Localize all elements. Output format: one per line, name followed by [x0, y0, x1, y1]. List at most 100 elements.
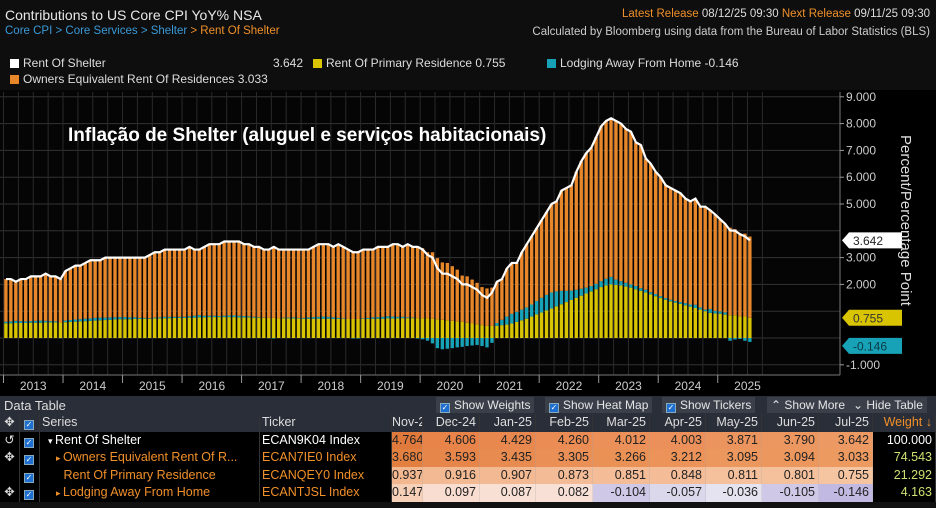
table-row[interactable]: ✥ ✓ ▸ Owners Equivalent Rent Of R... ECAN7I… — [0, 449, 936, 467]
heatmap-cell: 4.012 — [593, 431, 650, 449]
bar-oer — [718, 219, 722, 312]
breadcrumb-shelter[interactable]: Shelter — [150, 25, 188, 37]
bar-lodging — [286, 317, 291, 319]
expand-icon[interactable]: ▸ — [56, 453, 64, 463]
bar-lodging — [78, 319, 82, 322]
move-icon[interactable]: ✥ — [0, 484, 20, 502]
bar-rent-primary — [430, 318, 435, 338]
move-icon[interactable]: ✥ — [0, 449, 20, 467]
move-icon[interactable]: ✥ — [0, 414, 20, 432]
bar-rent-primary — [93, 320, 97, 338]
bar-oer — [192, 249, 197, 316]
bar-lodging — [485, 338, 489, 348]
row-checkbox[interactable]: ✓ — [20, 484, 40, 502]
breadcrumb-core-services[interactable]: Core Services — [65, 25, 138, 37]
x-tick-label: 2020 — [437, 379, 464, 393]
bar-oer — [520, 252, 524, 310]
column-header-month[interactable]: May-25 — [706, 414, 762, 432]
show-more-button[interactable]: ⌃ Show More — [767, 397, 850, 413]
row-checkbox[interactable]: ✓ — [20, 431, 40, 449]
column-header-month[interactable]: Jul-25 — [819, 414, 873, 432]
select-all-checkbox[interactable]: ✓ — [20, 414, 40, 432]
bar-lodging — [212, 315, 216, 318]
series-name[interactable]: ▾ Rent Of Shelter — [40, 431, 260, 449]
column-header-month[interactable]: Apr-25 — [650, 414, 706, 432]
bar-rent-primary — [237, 317, 241, 338]
breadcrumb-core-cpi[interactable]: Core CPI — [5, 25, 53, 37]
x-tick-label: 2018 — [318, 379, 345, 393]
bar-lodging — [470, 338, 474, 346]
row-checkbox[interactable]: ✓ — [20, 466, 40, 484]
column-header-month[interactable]: Nov-24 — [392, 414, 423, 432]
column-header-series[interactable]: Series — [40, 414, 260, 432]
bar-rent-primary — [123, 319, 127, 338]
bar-lodging — [148, 318, 152, 319]
hide-table-button[interactable]: ⌄ Hide Table — [849, 397, 927, 413]
bar-oer — [167, 249, 172, 317]
bar-rent-primary — [415, 318, 420, 338]
series-label: Rent Of Shelter — [55, 432, 142, 447]
bar-rent-primary — [381, 318, 385, 338]
series-name[interactable]: ▸ Lodging Away From Home — [40, 484, 260, 502]
bar-oer — [341, 246, 345, 319]
checkbox-icon: ✓ — [549, 403, 559, 413]
series-name[interactable]: ▸ Owners Equivalent Rent Of R... — [40, 449, 260, 467]
column-header-ticker[interactable]: Ticker — [260, 414, 392, 432]
bar-rent-primary — [267, 317, 271, 338]
bar-oer — [78, 265, 82, 320]
bar-lodging — [629, 284, 633, 288]
legend-lodging[interactable]: Lodging Away From Home -0.146 — [547, 56, 739, 70]
undo-icon[interactable]: ↺ — [0, 431, 20, 449]
bar-rent-primary — [148, 318, 152, 338]
table-row[interactable]: ✥ ✓ ▸ Lodging Away From Home ECANTJSL Index… — [0, 484, 936, 502]
bar-lodging — [162, 316, 167, 319]
column-header-month[interactable]: Jan-25 — [480, 414, 536, 432]
bar-lodging — [222, 315, 226, 318]
expand-icon[interactable]: ▾ — [48, 435, 56, 446]
bar-rent-primary — [9, 323, 13, 338]
bar-lodging — [529, 304, 534, 317]
show-tickers-toggle[interactable]: ✓ Show Tickers — [662, 397, 756, 413]
weight-value: 21.292 — [873, 466, 936, 484]
bar-rent-primary — [698, 309, 702, 338]
heatmap-cell: 4.606 — [423, 431, 480, 449]
heatmap-cell: -0.105 — [762, 484, 819, 502]
bar-lodging — [138, 317, 142, 319]
bar-oer — [33, 276, 38, 321]
table-row[interactable]: ↺ ✓ ▾ Rent Of Shelter ECAN9K04 Index 4.764 4.… — [0, 431, 936, 449]
column-header-month[interactable]: Mar-25 — [593, 414, 650, 432]
bar-lodging — [376, 317, 380, 319]
bar-rent-primary — [24, 322, 28, 338]
bar-oer — [321, 244, 325, 317]
column-header-weight[interactable]: Weight ↓ — [873, 414, 936, 432]
heatmap-cell: 0.873 — [536, 466, 593, 484]
expand-icon[interactable]: ▸ — [56, 488, 64, 498]
bar-oer — [688, 201, 693, 305]
x-tick-label: 2017 — [258, 379, 285, 393]
bar-lodging — [237, 315, 241, 318]
column-header-month[interactable]: Jun-25 — [762, 414, 819, 432]
weight-value: 100.000 — [873, 431, 936, 449]
bar-oer — [14, 281, 18, 321]
show-heat-map-toggle[interactable]: ✓ Show Heat Map — [545, 397, 653, 413]
line-rent-of-shelter — [5, 116, 751, 300]
series-name[interactable]: Rent Of Primary Residence — [40, 466, 260, 484]
show-weights-toggle[interactable]: ✓ Show Weights — [436, 397, 535, 413]
heatmap-cell: 0.907 — [480, 466, 536, 484]
breadcrumb: Core CPI > Core Services > Shelter > Ren… — [5, 25, 280, 37]
bar-rent-primary — [634, 289, 638, 338]
row-checkbox[interactable]: ✓ — [20, 449, 40, 467]
column-header-month[interactable]: Dec-24 — [423, 414, 480, 432]
bar-lodging — [619, 281, 623, 286]
column-header-month[interactable]: Feb-25 — [536, 414, 593, 432]
bar-rent-primary — [455, 321, 459, 338]
legend-rent-primary-residence[interactable]: Rent Of Primary Residence 0.755 — [313, 56, 505, 70]
legend-rent-of-shelter[interactable]: Rent Of Shelter — [10, 56, 106, 70]
legend-oer[interactable]: Owners Equivalent Rent Of Residences 3.0… — [10, 72, 268, 86]
bar-lodging — [415, 338, 420, 339]
table-row[interactable]: ✓ Rent Of Primary Residence ECANQEY0 Inde… — [0, 466, 936, 484]
expand-icon[interactable] — [56, 471, 64, 481]
heatmap-cell: 0.082 — [536, 484, 593, 502]
bar-lodging — [356, 338, 360, 339]
bar-lodging — [564, 290, 569, 303]
